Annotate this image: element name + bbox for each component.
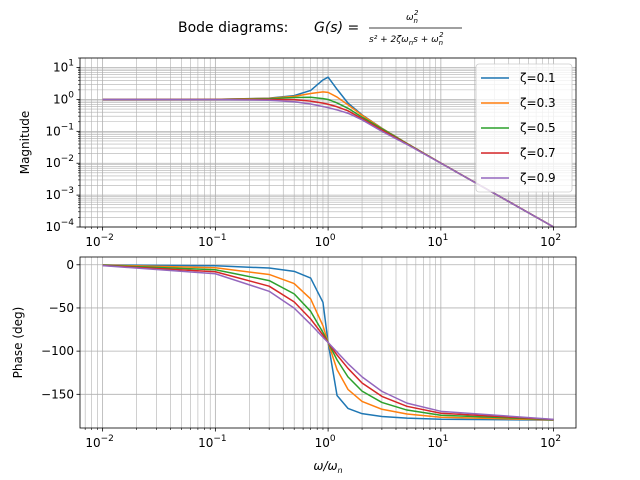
phase-grid bbox=[80, 257, 576, 428]
phase-ytick-label: −50 bbox=[49, 301, 74, 315]
phase-xtick-label: 100 bbox=[315, 434, 336, 450]
magnitude-ylabel: Magnitude bbox=[18, 111, 32, 175]
magnitude-legend: ζ=0.1 ζ=0.3 ζ=0.5 ζ=0.7 ζ=0.9 bbox=[475, 63, 573, 193]
title-denominator-base: s² + 2ζω bbox=[369, 35, 409, 45]
magnitude-ticks: 10−2 10−1 100 101 102 10−4 10−3 10−2 10−1 100 101 bbox=[45, 57, 561, 249]
phase-series-line bbox=[102, 264, 554, 421]
title-numerator-sub: n bbox=[414, 17, 418, 25]
phase-xtick-label: 101 bbox=[427, 434, 448, 450]
magnitude-xtick-label: 100 bbox=[315, 233, 336, 249]
phase-series-line bbox=[102, 264, 554, 421]
phase-ytick-label: −150 bbox=[41, 387, 74, 401]
phase-xtick-label: 10−2 bbox=[85, 434, 114, 450]
phase-series-line bbox=[102, 264, 554, 421]
magnitude-ytick-label: 100 bbox=[53, 90, 74, 106]
magnitude-axes: 10−2 10−1 100 101 10210−410−310−210−1100101 … bbox=[18, 57, 577, 249]
magnitude-xtick-label: 102 bbox=[540, 233, 561, 249]
legend-label: ζ=0.9 bbox=[520, 171, 556, 185]
phase-xlabel-text: ω/ω bbox=[313, 459, 337, 473]
phase-xlabel: ω/ωn bbox=[313, 459, 342, 475]
title-denominator-sub2: n bbox=[439, 39, 443, 47]
title-lhs-text: G(s) = bbox=[314, 20, 359, 36]
phase-xlabel-sub: n bbox=[338, 466, 343, 475]
magnitude-xtick-label: 10−1 bbox=[198, 233, 227, 249]
figure-title: Bode diagrams: G(s) = ωn2 s² + 2ζωns + ω… bbox=[178, 9, 462, 47]
title-numerator-sup: 2 bbox=[414, 9, 419, 17]
magnitude-ytick-label: 10−3 bbox=[45, 186, 74, 202]
phase-ytick-label: 0 bbox=[66, 258, 74, 272]
legend-label: ζ=0.5 bbox=[520, 121, 556, 135]
phase-xtick-label: 102 bbox=[540, 434, 561, 450]
title-lhs: G(s) = bbox=[314, 20, 359, 36]
title-denominator-tail: s + ω bbox=[413, 35, 439, 45]
magnitude-xtick-label: 10−2 bbox=[85, 233, 114, 249]
phase-axes: 10−2 10−1 100 101 102 0 −50 −100 −150 Phase (deg… bbox=[11, 256, 577, 475]
title-denominator-sub1: n bbox=[409, 39, 413, 47]
phase-ticks: 10−2 10−1 100 101 102 0 −50 −100 −150 bbox=[41, 258, 561, 450]
magnitude-ytick-label: 101 bbox=[53, 59, 74, 75]
phase-xtick-label: 10−1 bbox=[198, 434, 227, 450]
legend-label: ζ=0.3 bbox=[520, 96, 556, 110]
magnitude-ytick-label: 10−4 bbox=[45, 218, 74, 234]
title-denominator-sup2: 2 bbox=[439, 31, 444, 39]
phase-series-line bbox=[102, 264, 554, 421]
magnitude-ytick-label: 10−1 bbox=[45, 122, 74, 138]
legend-label: ζ=0.7 bbox=[520, 146, 556, 160]
title-prefix: Bode diagrams: bbox=[178, 20, 288, 36]
magnitude-series-line bbox=[102, 98, 554, 228]
title-numerator: ωn2 bbox=[406, 9, 419, 25]
phase-series-line bbox=[102, 264, 554, 421]
title-numerator-base: ω bbox=[406, 13, 414, 23]
legend-label: ζ=0.1 bbox=[520, 71, 556, 85]
magnitude-lines bbox=[102, 76, 554, 228]
phase-ylabel: Phase (deg) bbox=[11, 307, 25, 379]
phase-lines bbox=[102, 264, 554, 421]
magnitude-xtick-label: 101 bbox=[427, 233, 448, 249]
phase-ytick-label: −100 bbox=[41, 344, 74, 358]
magnitude-ytick-label: 10−2 bbox=[45, 154, 74, 170]
legend-box bbox=[475, 63, 573, 193]
title-denominator: s² + 2ζωns + ωn2 bbox=[369, 31, 444, 47]
